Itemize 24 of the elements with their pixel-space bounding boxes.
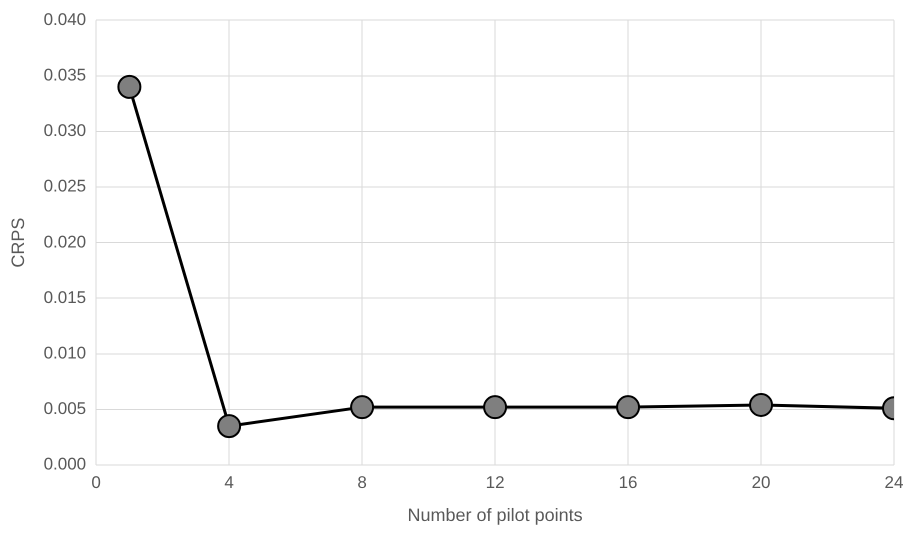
- y-tick-label: 0.010: [44, 343, 86, 362]
- point: [616, 395, 640, 420]
- x-tick-label: 24: [884, 472, 904, 492]
- point: [217, 414, 242, 438]
- y-tick-label: 0.005: [44, 399, 86, 418]
- x-tick-label: 16: [618, 472, 638, 492]
- y-tick-label: 0.025: [44, 176, 86, 196]
- y-axis-title: CRPS: [8, 218, 28, 268]
- x-tick-label: 4: [224, 472, 234, 492]
- y-tick-label: 0.040: [44, 10, 86, 29]
- x-tick-label: 12: [486, 472, 505, 492]
- point: [350, 395, 374, 420]
- y-tick-label: 0.015: [44, 288, 86, 307]
- x-tick-label: 8: [357, 472, 367, 492]
- x-tick-label: 0: [91, 472, 101, 492]
- y-tick-label: 0.035: [44, 65, 86, 84]
- point: [117, 74, 142, 99]
- y-tick-label: 0.020: [44, 232, 86, 252]
- point: [749, 392, 774, 417]
- point: [483, 395, 508, 420]
- x-axis-title: Number of pilot points: [408, 505, 583, 526]
- y-tick-label: 0.030: [44, 121, 86, 140]
- y-tick-label: 0.000: [44, 454, 86, 474]
- x-tick-label: 20: [752, 472, 770, 492]
